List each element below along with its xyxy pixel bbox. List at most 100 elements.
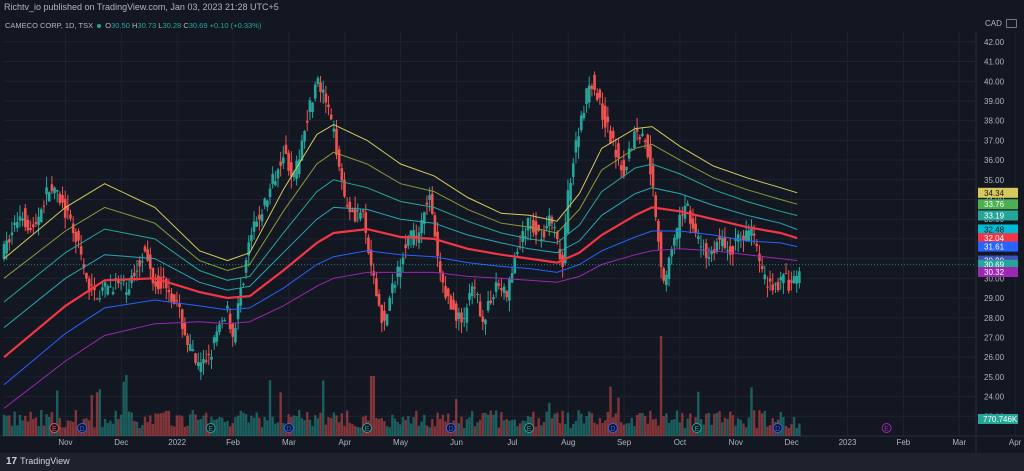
open-label: O	[105, 21, 112, 30]
volume-bar	[577, 410, 580, 436]
dividend-event-icon[interactable]	[607, 423, 618, 433]
price-chart[interactable]: EDEDEDEDEDE23.0024.0025.0026.0027.0028.0…	[0, 32, 1024, 453]
candle	[726, 250, 729, 252]
volume-bar	[119, 414, 123, 436]
ema-line	[3, 206, 798, 359]
volume-bar	[641, 412, 644, 436]
volume-bar	[476, 422, 479, 436]
volume-bar	[718, 411, 721, 436]
volume-bar	[194, 414, 197, 436]
candle	[763, 274, 767, 280]
candle	[369, 249, 373, 266]
earnings-event-icon[interactable]	[49, 423, 60, 433]
volume-bar	[505, 419, 508, 436]
volume-bar	[143, 416, 147, 436]
volume-bar	[231, 423, 234, 436]
candle	[340, 168, 344, 181]
candle	[231, 323, 235, 337]
candle	[305, 120, 309, 123]
volume-bar	[69, 420, 72, 436]
candle	[188, 344, 192, 351]
volume-bar	[303, 420, 306, 436]
candle	[548, 215, 551, 227]
volume-bar	[109, 420, 112, 436]
candle	[348, 201, 352, 213]
price-label-value: 33.76	[984, 200, 1005, 209]
candle	[196, 362, 200, 366]
candle	[571, 163, 575, 177]
candle	[420, 220, 423, 234]
volume-bar	[420, 421, 423, 436]
candle	[625, 166, 628, 171]
volume-bar	[167, 410, 171, 436]
candle	[167, 289, 171, 293]
volume-bar	[327, 416, 330, 436]
dividend-event-icon[interactable]	[283, 423, 294, 433]
volume-bar	[755, 427, 759, 436]
candle	[297, 159, 301, 174]
candle	[779, 276, 783, 281]
candle	[50, 184, 54, 192]
published-text: Richtv_io published on TradingView.com, …	[4, 2, 279, 12]
volume-bar	[311, 425, 314, 436]
earnings-event-icon[interactable]	[691, 423, 702, 433]
symbol-title[interactable]: CAMECO CORP, 1D, TSX	[5, 21, 94, 30]
close-value: 30.69	[188, 21, 208, 30]
time-tick-label: 2023	[839, 438, 857, 447]
candle	[90, 284, 94, 286]
volume-bar	[468, 417, 471, 436]
volume-bar	[510, 420, 514, 436]
candle	[276, 169, 280, 179]
earnings-event-icon[interactable]	[205, 423, 216, 433]
volume-bar	[553, 413, 556, 436]
candle	[127, 289, 131, 295]
candle	[125, 292, 128, 295]
dividend-event-icon[interactable]	[77, 423, 88, 433]
candle	[55, 190, 59, 192]
candle	[476, 294, 479, 296]
candle	[566, 190, 570, 234]
candle	[409, 230, 413, 238]
volume-bar	[215, 419, 219, 436]
candle	[215, 331, 219, 342]
volume-bar	[385, 426, 389, 436]
time-tick-label: Apr	[1009, 438, 1022, 447]
dividend-event-icon[interactable]	[445, 423, 456, 433]
candle	[383, 310, 386, 321]
volume-bar	[274, 423, 277, 436]
time-tick-label: Feb	[226, 438, 240, 447]
tradingview-logo[interactable]: 17 TradingView	[6, 456, 70, 467]
candle	[122, 280, 126, 282]
volume-bar	[606, 411, 610, 436]
candle	[590, 85, 594, 89]
time-tick-label: Jun	[450, 438, 463, 447]
volume-bar	[643, 416, 647, 436]
candle	[266, 200, 269, 207]
volume-bar	[56, 390, 59, 436]
volume-bar	[74, 410, 78, 436]
volume-bar	[744, 427, 748, 436]
candle	[37, 216, 40, 226]
volume-bar	[508, 420, 511, 436]
event-letter: D	[80, 426, 85, 433]
volume-bar	[436, 412, 439, 436]
volume-bar	[135, 421, 139, 436]
volume-bar	[369, 376, 373, 436]
dividend-event-icon[interactable]	[772, 423, 783, 433]
volume-bar	[431, 418, 434, 436]
candle	[5, 240, 8, 254]
volume-bar	[21, 420, 24, 436]
fullscreen-icon[interactable]	[1006, 19, 1017, 28]
candle	[516, 251, 519, 254]
volume-bar	[29, 411, 32, 436]
earnings-event-icon[interactable]	[362, 423, 373, 433]
volume-bar	[729, 411, 732, 436]
volume-bar	[316, 418, 320, 436]
ema-line	[3, 163, 798, 303]
earnings-event-icon[interactable]	[524, 423, 535, 433]
volume-bar	[95, 392, 99, 436]
candle	[61, 195, 64, 203]
earnings-event-icon[interactable]	[881, 423, 892, 433]
volume-bar	[380, 417, 383, 436]
candle	[715, 241, 719, 252]
